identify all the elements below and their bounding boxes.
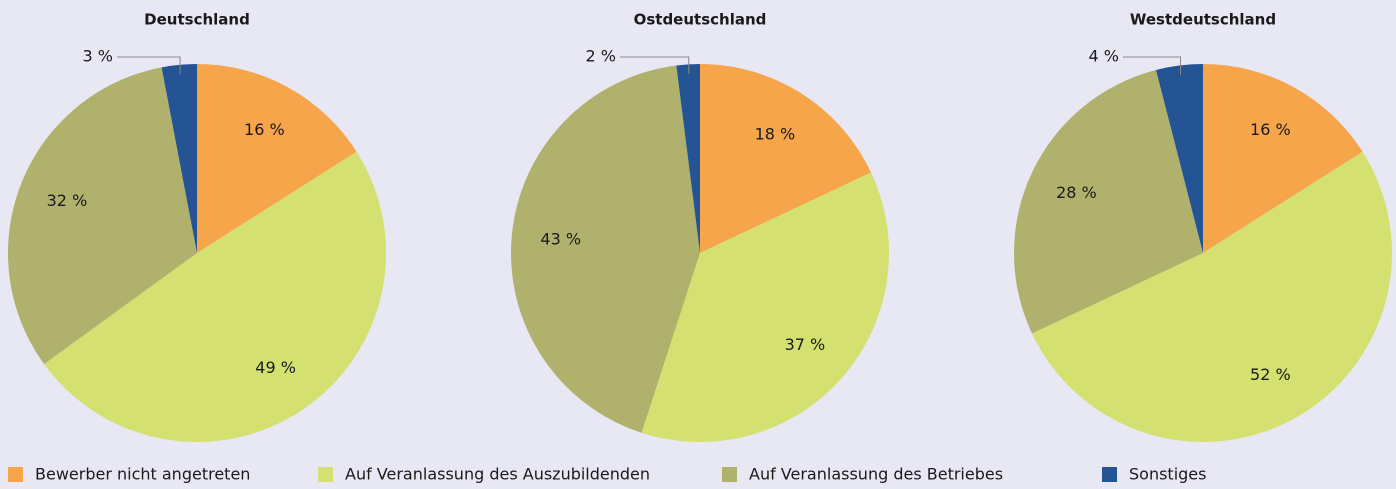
pie-slice: [1014, 69, 1203, 334]
pie-slice: [161, 64, 197, 253]
value-label: 3 %: [83, 47, 113, 66]
legend-swatch: [1102, 467, 1117, 482]
legend-swatch: [8, 467, 23, 482]
chart-title: Ostdeutschland: [634, 11, 767, 29]
leader-line: [117, 56, 181, 75]
value-label: 18 %: [755, 124, 796, 143]
value-label: 43 %: [540, 229, 581, 248]
pie-slice: [1155, 64, 1203, 253]
value-label: 28 %: [1056, 183, 1097, 202]
value-label: 52 %: [1250, 365, 1291, 384]
pie-slice: [510, 65, 700, 433]
legend-swatch: [722, 467, 737, 482]
pie-slice: [641, 172, 889, 442]
value-label: 32 %: [47, 191, 88, 210]
legend-label: Auf Veranlassung des Betriebes: [749, 465, 1003, 484]
pie-slice: [197, 64, 357, 253]
legend-label: Bewerber nicht angetreten: [35, 465, 250, 484]
legend-swatch: [318, 467, 333, 482]
legend-label: Auf Veranlassung des Auszubildenden: [345, 465, 650, 484]
pie-slice: [700, 64, 872, 253]
chart-title: Deutschland: [144, 11, 250, 29]
value-label: 49 %: [255, 358, 296, 377]
legend-label: Sonstiges: [1129, 465, 1206, 484]
leader-line: [620, 56, 690, 74]
value-label: 37 %: [785, 335, 826, 354]
value-label: 16 %: [1250, 120, 1291, 139]
pie-slice: [8, 67, 197, 365]
leader-line: [1123, 56, 1181, 75]
chart-title: Westdeutschland: [1130, 11, 1276, 29]
pie-slice: [1203, 64, 1363, 253]
pie-slice: [44, 151, 386, 442]
pie-slice: [1031, 151, 1392, 442]
value-label: 4 %: [1089, 47, 1119, 66]
value-label: 2 %: [586, 47, 616, 66]
pie-slice: [676, 64, 700, 253]
value-label: 16 %: [244, 120, 285, 139]
